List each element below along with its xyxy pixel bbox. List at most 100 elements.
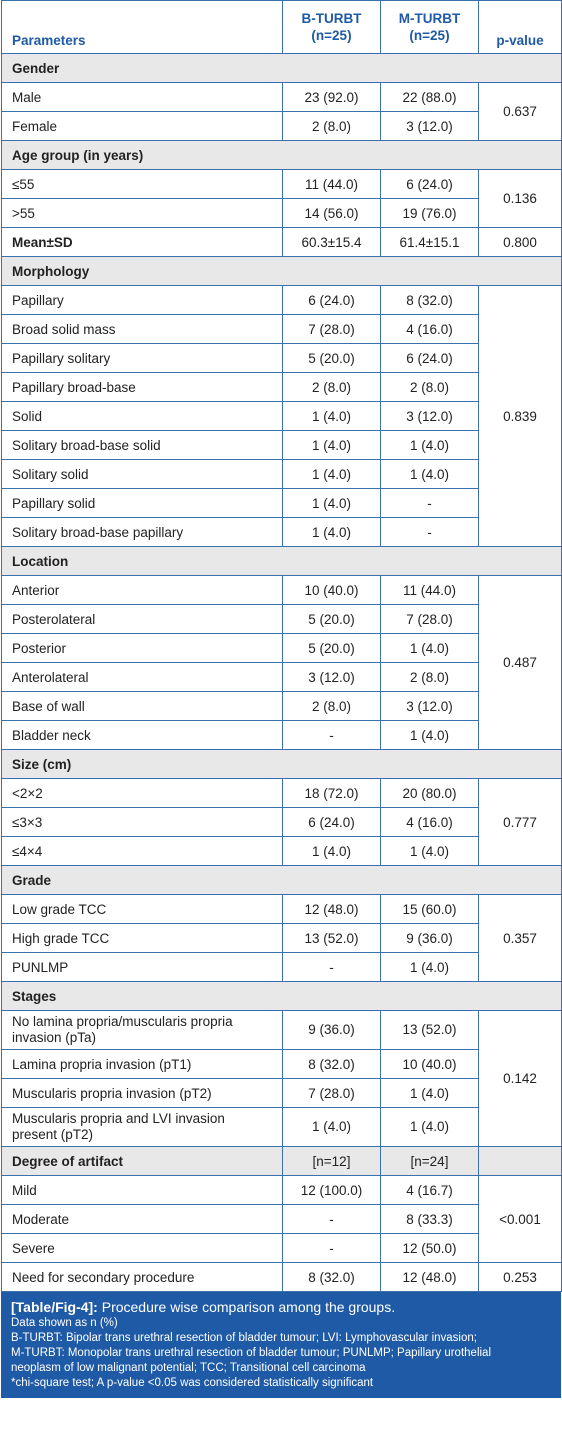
p-value: 0.253: [478, 1262, 562, 1292]
b-value: 1 (4.0): [282, 488, 381, 518]
m-value: 22 (88.0): [380, 82, 479, 112]
row-label: ≤4×4: [1, 836, 283, 866]
row-label: Muscularis propria and LVI invasion pres…: [1, 1107, 283, 1147]
row-label: Solitary broad-base solid: [1, 430, 283, 460]
table-row: ≤4×4 1 (4.0) 1 (4.0): [1, 836, 562, 866]
caption-tag: [Table/Fig-4]:: [11, 1299, 98, 1315]
table-row: Solitary broad-base solid 1 (4.0) 1 (4.0…: [1, 430, 562, 460]
table-row: Solitary solid 1 (4.0) 1 (4.0): [1, 459, 562, 489]
table-row: Anterior 10 (40.0) 11 (44.0) 0.487: [1, 575, 562, 750]
header-m-turbt: M-TURBT (n=25): [380, 0, 479, 54]
row-label: Lamina propria invasion (pT1): [1, 1049, 283, 1079]
m-value: 7 (28.0): [380, 604, 479, 634]
m-value: 4 (16.7): [380, 1175, 479, 1205]
header-parameters: Parameters: [1, 0, 283, 54]
m-value: 3 (12.0): [380, 111, 479, 141]
b-value: 6 (24.0): [282, 807, 381, 837]
m-value: 1 (4.0): [380, 836, 479, 866]
m-value: 15 (60.0): [380, 894, 479, 924]
row-label: Base of wall: [1, 691, 283, 721]
p-value: <0.001: [478, 1175, 562, 1263]
table-row: PUNLMP - 1 (4.0): [1, 952, 562, 982]
table-row: ≤55 11 (44.0) 6 (24.0) 0.136: [1, 169, 562, 228]
m-value: 61.4±15.1: [380, 227, 479, 257]
row-label: Anterolateral: [1, 662, 283, 692]
section-stages: Stages: [1, 981, 562, 1011]
table-row: Papillary 6 (24.0) 8 (32.0) 0.839: [1, 285, 562, 547]
table-row: Papillary broad-base 2 (8.0) 2 (8.0): [1, 372, 562, 402]
section-grade: Grade: [1, 865, 562, 895]
row-label: Low grade TCC: [1, 894, 283, 924]
b-value: 1 (4.0): [282, 401, 381, 431]
b-value: 8 (32.0): [282, 1049, 381, 1079]
b-value: 23 (92.0): [282, 82, 381, 112]
header-pvalue: p-value: [478, 0, 562, 54]
table-row: Posterior 5 (20.0) 1 (4.0): [1, 633, 562, 663]
b-value: -: [282, 952, 381, 982]
m-value: 2 (8.0): [380, 372, 479, 402]
m-value: 6 (24.0): [380, 343, 479, 373]
b-value: 11 (44.0): [282, 169, 381, 199]
m-value: 1 (4.0): [380, 1107, 479, 1147]
table-row: Solid 1 (4.0) 3 (12.0): [1, 401, 562, 431]
m-value: 12 (48.0): [380, 1262, 479, 1292]
b-value: 10 (40.0): [282, 575, 381, 605]
row-label: Papillary solitary: [1, 343, 283, 373]
p-value: 0.487: [478, 575, 562, 750]
b-value: 12 (48.0): [282, 894, 381, 924]
b-value: 60.3±15.4: [282, 227, 381, 257]
row-label: Mild: [1, 1175, 283, 1205]
section-row: Gender: [1, 53, 562, 83]
table-row: Severe - 12 (50.0): [1, 1233, 562, 1263]
table-row: No lamina propria/muscularis propria inv…: [1, 1010, 562, 1147]
table-row: Bladder neck - 1 (4.0): [1, 720, 562, 750]
row-label: >55: [1, 198, 283, 228]
row-label: Anterior: [1, 575, 283, 605]
m-value: 20 (80.0): [380, 778, 479, 808]
table-row: Anterolateral 3 (12.0) 2 (8.0): [1, 662, 562, 692]
b-value: 2 (8.0): [282, 691, 381, 721]
m-turbt-label: M-TURBT: [398, 11, 461, 26]
section-size: Size (cm): [1, 749, 562, 779]
caption-title: [Table/Fig-4]: Procedure wise comparison…: [11, 1298, 553, 1316]
b-value: [n=12]: [282, 1146, 381, 1176]
m-value: 12 (50.0): [380, 1233, 479, 1263]
table-row: ≤3×3 6 (24.0) 4 (16.0): [1, 807, 562, 837]
b-value: 1 (4.0): [282, 459, 381, 489]
b-value: 8 (32.0): [282, 1262, 381, 1292]
b-value: 9 (36.0): [282, 1010, 381, 1050]
table-row: Posterolateral 5 (20.0) 7 (28.0): [1, 604, 562, 634]
table-row: <2×2 18 (72.0) 20 (80.0) 0.777: [1, 778, 562, 866]
section-row: Location: [1, 546, 562, 576]
caption-title-text: Procedure wise comparison among the grou…: [97, 1299, 396, 1315]
b-value: 1 (4.0): [282, 1107, 381, 1147]
table-row: Mild 12 (100.0) 4 (16.7) <0.001: [1, 1175, 562, 1263]
table-row: Solitary broad-base papillary 1 (4.0) -: [1, 517, 562, 547]
caption-line: neoplasm of low malignant potential; TCC…: [11, 1362, 366, 1374]
section-row: Morphology: [1, 256, 562, 286]
m-value: 1 (4.0): [380, 430, 479, 460]
m-value: -: [380, 517, 479, 547]
table-figure: Parameters B-TURBT (n=25) M-TURBT (n=25) p…: [1, 0, 562, 1398]
p-value: 0.637: [478, 82, 562, 141]
p-value: 0.357: [478, 894, 562, 982]
p-value-empty: [478, 1146, 562, 1176]
row-label: Posterolateral: [1, 604, 283, 634]
row-label: Bladder neck: [1, 720, 283, 750]
table-row: Muscularis propria and LVI invasion pres…: [1, 1107, 562, 1147]
section-row: Age group (in years): [1, 140, 562, 170]
row-label: ≤3×3: [1, 807, 283, 837]
row-label: Mean±SD: [1, 227, 283, 257]
b-turbt-n: (n=25): [311, 28, 352, 43]
b-value: 6 (24.0): [282, 285, 381, 315]
b-value: 1 (4.0): [282, 836, 381, 866]
m-value: 4 (16.0): [380, 807, 479, 837]
table-row: Broad solid mass 7 (28.0) 4 (16.0): [1, 314, 562, 344]
b-value: 18 (72.0): [282, 778, 381, 808]
row-label: Muscularis propria invasion (pT2): [1, 1078, 283, 1108]
section-row: Degree of artifact [n=12] [n=24]: [1, 1146, 562, 1176]
b-value: -: [282, 720, 381, 750]
m-turbt-n: (n=25): [409, 28, 450, 43]
table-row: Base of wall 2 (8.0) 3 (12.0): [1, 691, 562, 721]
m-value: 10 (40.0): [380, 1049, 479, 1079]
